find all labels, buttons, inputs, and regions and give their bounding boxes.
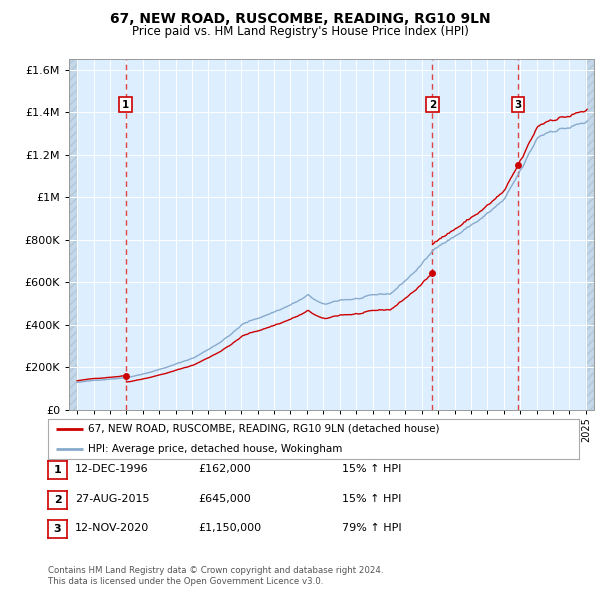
Text: 1: 1: [54, 466, 61, 475]
Text: 79% ↑ HPI: 79% ↑ HPI: [342, 523, 401, 533]
Text: 67, NEW ROAD, RUSCOMBE, READING, RG10 9LN (detached house): 67, NEW ROAD, RUSCOMBE, READING, RG10 9L…: [88, 424, 439, 434]
Text: 15% ↑ HPI: 15% ↑ HPI: [342, 494, 401, 503]
Text: HPI: Average price, detached house, Wokingham: HPI: Average price, detached house, Woki…: [88, 444, 342, 454]
Text: 2: 2: [429, 100, 436, 110]
Text: 67, NEW ROAD, RUSCOMBE, READING, RG10 9LN: 67, NEW ROAD, RUSCOMBE, READING, RG10 9L…: [110, 12, 490, 26]
Text: £162,000: £162,000: [198, 464, 251, 474]
Text: 27-AUG-2015: 27-AUG-2015: [75, 494, 149, 503]
Text: 12-NOV-2020: 12-NOV-2020: [75, 523, 149, 533]
Text: £645,000: £645,000: [198, 494, 251, 503]
Text: 3: 3: [54, 525, 61, 534]
Text: Price paid vs. HM Land Registry's House Price Index (HPI): Price paid vs. HM Land Registry's House …: [131, 25, 469, 38]
Bar: [586, 59, 594, 410]
Text: 15% ↑ HPI: 15% ↑ HPI: [342, 464, 401, 474]
Text: 2: 2: [54, 495, 61, 504]
Text: 1: 1: [122, 100, 129, 110]
Text: £1,150,000: £1,150,000: [198, 523, 261, 533]
Text: 3: 3: [514, 100, 521, 110]
Text: This data is licensed under the Open Government Licence v3.0.: This data is licensed under the Open Gov…: [48, 577, 323, 586]
Text: 12-DEC-1996: 12-DEC-1996: [75, 464, 149, 474]
Bar: [69, 59, 77, 410]
Text: Contains HM Land Registry data © Crown copyright and database right 2024.: Contains HM Land Registry data © Crown c…: [48, 566, 383, 575]
